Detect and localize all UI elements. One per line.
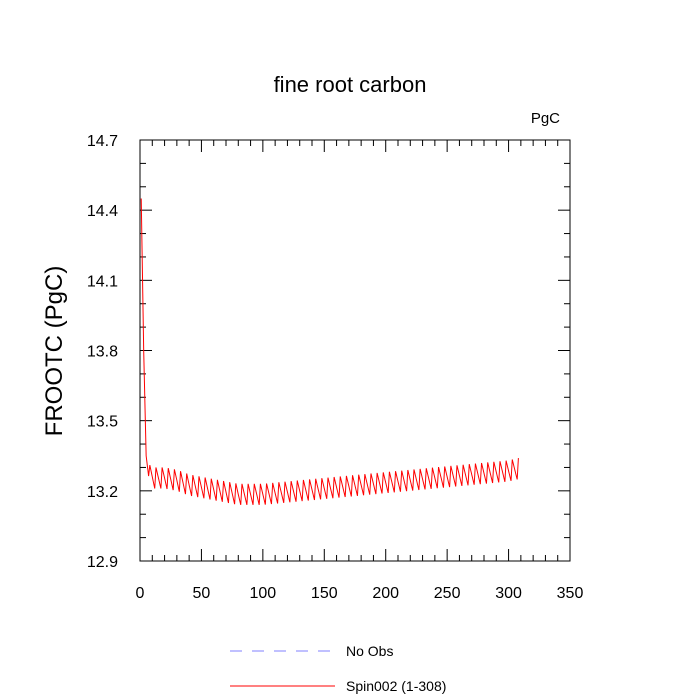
- x-tick-label: 150: [311, 585, 338, 602]
- y-axis-label: FROOTC (PgC): [41, 266, 68, 437]
- y-tick-label: 13.5: [87, 414, 118, 431]
- units-label: PgC: [531, 110, 560, 127]
- legend-label: Spin002 (1-308): [346, 678, 446, 694]
- chart-title: fine root carbon: [274, 72, 427, 97]
- legend: No Obs Spin002 (1-308): [230, 643, 446, 694]
- x-tick-label: 250: [434, 585, 461, 602]
- y-tick-label: 12.9: [87, 554, 118, 571]
- x-tick-label: 50: [193, 585, 211, 602]
- series-lines: [140, 198, 519, 505]
- legend-label: No Obs: [346, 643, 393, 659]
- x-tick-label: 200: [372, 585, 399, 602]
- y-tick-label: 14.4: [87, 203, 118, 220]
- axis-ticks: [139, 139, 571, 562]
- x-tick-label: 0: [136, 585, 145, 602]
- y-tick-label: 13.8: [87, 344, 118, 361]
- x-tick-label: 100: [250, 585, 277, 602]
- y-tick-label: 13.2: [87, 484, 118, 501]
- axis-tick-labels: 0 50 100 150 200 250 300 350 12.9 13.2 13.5 13.8 14.…: [87, 133, 584, 602]
- y-tick-label: 14.1: [87, 273, 118, 290]
- series-line: [140, 198, 519, 505]
- plot-frame: [139, 139, 571, 562]
- x-tick-label: 350: [557, 585, 584, 602]
- y-tick-label: 14.7: [87, 133, 118, 150]
- x-tick-label: 300: [495, 585, 522, 602]
